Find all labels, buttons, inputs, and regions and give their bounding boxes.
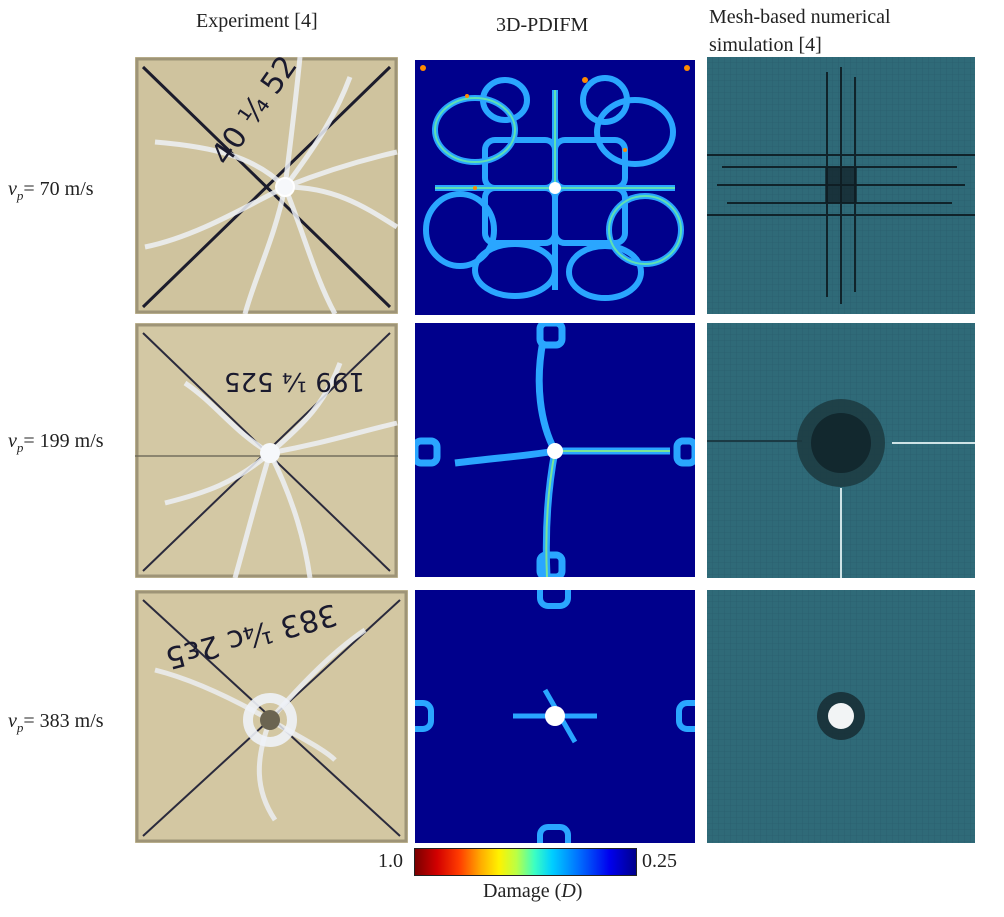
pdifm-damage-map-199	[415, 323, 695, 577]
row-label-70: vp= 70 m/s	[8, 178, 94, 203]
row-label-199: vp= 199 m/s	[8, 430, 104, 455]
pdifm-damage-map-70	[415, 60, 695, 315]
row-label-383: vp= 383 m/s	[8, 710, 104, 735]
header-experiment: Experiment [4]	[196, 10, 318, 32]
pdifm-damage-map-383	[415, 590, 695, 843]
damage-colorbar	[414, 848, 637, 876]
header-mesh-line2: simulation [4]	[709, 34, 822, 56]
mesh-simulation-70	[707, 57, 975, 314]
header-mesh-line1: Mesh-based numerical	[709, 6, 891, 28]
experiment-photo-199: 199 ¼ 525	[135, 323, 398, 578]
mesh-simulation-199	[707, 323, 975, 578]
header-pdifm: 3D-PDIFM	[496, 14, 589, 36]
experiment-photo-70: 40 ¼ 52	[135, 57, 398, 314]
colorbar-title: Damage (D)	[483, 880, 583, 902]
colorbar-min-label: 1.0	[378, 850, 403, 872]
mesh-simulation-383	[707, 590, 975, 843]
colorbar-max-label: 0.25	[642, 850, 677, 872]
experiment-photo-383: 383 ¼c 2ε5	[135, 590, 408, 843]
handwritten-label-199: 199 ¼ 525	[224, 366, 365, 396]
